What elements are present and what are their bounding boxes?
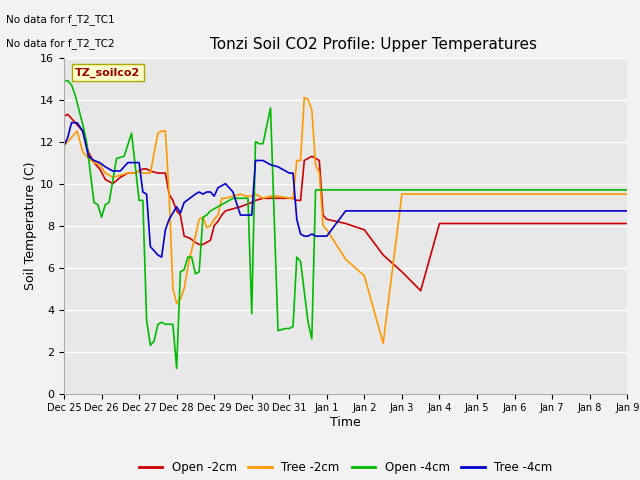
X-axis label: Time: Time (330, 416, 361, 429)
Text: TZ_soilco2: TZ_soilco2 (76, 68, 141, 78)
Legend: Open -2cm, Tree -2cm, Open -4cm, Tree -4cm: Open -2cm, Tree -2cm, Open -4cm, Tree -4… (134, 456, 557, 479)
Y-axis label: Soil Temperature (C): Soil Temperature (C) (24, 161, 37, 290)
Text: No data for f_T2_TC1: No data for f_T2_TC1 (6, 14, 115, 25)
Text: No data for f_T2_TC2: No data for f_T2_TC2 (6, 38, 115, 49)
Title: Tonzi Soil CO2 Profile: Upper Temperatures: Tonzi Soil CO2 Profile: Upper Temperatur… (211, 37, 537, 52)
